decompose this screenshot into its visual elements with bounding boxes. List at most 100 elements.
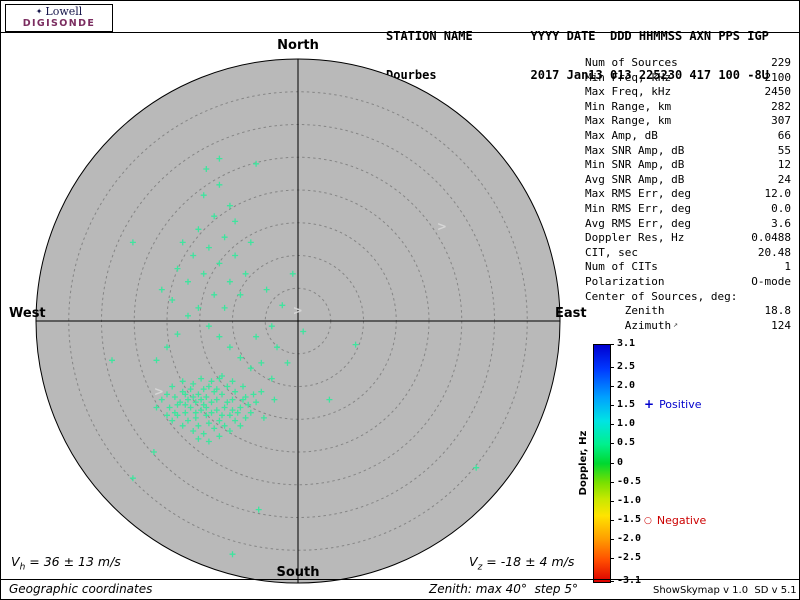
colorbar-tick — [611, 581, 614, 582]
stat-row: Avg RMS Err, deg 3.6 — [585, 217, 791, 232]
logo-top-row: ✦ Lowell — [36, 6, 83, 18]
vz-symbol: V — [469, 554, 478, 569]
stat-value: 18.8 — [764, 304, 792, 318]
stat-label: Doppler Res, Hz — [585, 231, 685, 245]
stat-label: Max RMS Err, deg — [585, 187, 691, 201]
stat-row: Doppler Res, Hz 0.0488 — [585, 231, 791, 246]
colorbar-tick — [611, 424, 614, 426]
gray-echo-mark: > — [154, 385, 164, 399]
stat-label: Center of Sources, deg: — [585, 289, 738, 303]
colorbar-tick-label: -3.1 — [617, 575, 642, 586]
stats-rows: Num of Sources 229 Min Freq, kHz 2100 Max Fr… — [585, 56, 791, 333]
stat-label: Zenith — [585, 304, 665, 318]
vz-value: = -18 ± 4 m/s — [482, 554, 575, 569]
footer-divider — [1, 579, 799, 580]
colorbar-tick — [611, 519, 614, 521]
colorbar-tick — [611, 500, 614, 502]
stat-label: Max Range, km — [585, 114, 672, 128]
stat-label: Avg SNR Amp, dB — [585, 172, 685, 186]
lowell-digisonde-logo: ✦ Lowell DIGISONDE — [5, 4, 113, 32]
circle-marker-icon: ○ — [644, 515, 652, 526]
logo-name: Lowell — [45, 5, 83, 18]
stat-label: Min Freq, kHz — [585, 70, 672, 84]
stat-value: 20.48 — [757, 245, 791, 259]
colorbar-tick-label: 1.0 — [617, 418, 636, 430]
stat-row: Polarization O-mode — [585, 275, 791, 290]
stat-row: Num of CITs 1 — [585, 260, 791, 275]
stat-value: 307 — [771, 114, 791, 128]
stat-label: Polarization — [585, 274, 665, 288]
compass-label-south: South — [276, 565, 320, 580]
stat-row: Num of Sources 229 — [585, 56, 791, 71]
stat-label: Max Amp, dB — [585, 128, 658, 142]
stat-row: Max RMS Err, deg 12.0 — [585, 187, 791, 202]
positive-legend-label: Positive — [659, 397, 702, 411]
stat-row: Min Freq, kHz 2100 — [585, 71, 791, 86]
vh-value: = 36 ± 13 m/s — [25, 554, 121, 569]
vz-velocity-label: Vz = -18 ± 4 m/s — [469, 554, 574, 573]
colorbar-tick — [611, 405, 614, 407]
colorbar-tick — [611, 558, 614, 560]
azimuth-direction-icon: ↗ — [673, 319, 678, 329]
diamond-logo-icon: ✦ — [35, 7, 43, 16]
stat-label: Num of Sources — [585, 56, 678, 69]
stat-value: 3.6 — [771, 216, 791, 230]
stat-value: 12 — [777, 158, 791, 172]
stat-value: 124 — [771, 318, 791, 332]
colorbar-tick-label: 0.5 — [617, 437, 636, 449]
stat-label: Azimuth ↗ — [585, 318, 678, 332]
colorbar-tick — [611, 366, 614, 368]
colorbar-tick-label: 2.0 — [617, 380, 636, 391]
negative-legend: ○ Negative — [644, 514, 706, 527]
stat-label: Min SNR Amp, dB — [585, 158, 685, 172]
stat-label: Max SNR Amp, dB — [585, 143, 685, 157]
stat-row: Azimuth ↗ 124 — [585, 319, 791, 334]
colorbar-tick — [611, 443, 614, 445]
colorbar-tick-label: -2.0 — [617, 533, 642, 544]
stat-value: 1 — [784, 260, 791, 274]
doppler-colorbar: Doppler, Hz 3.1 2.5 2.0 1.5 1.0 0.5 0 -0.5 -1.0 -… — [578, 338, 653, 586]
zenith-range-label: Zenith: max 40° step 5° — [429, 582, 578, 596]
colorbar-axis-label: Doppler, Hz — [578, 430, 589, 495]
logo-product-name: DIGISONDE — [22, 18, 96, 29]
gray-echo-marks: > > > — [154, 220, 447, 399]
colorbar-gradient — [593, 344, 611, 583]
stat-label: Avg RMS Err, deg — [585, 216, 691, 230]
doppler-sources-scatter — [109, 155, 480, 558]
plus-marker-icon: + — [644, 397, 655, 411]
compass-label-east: East — [555, 306, 587, 321]
colorbar-tick-label: 1.5 — [617, 399, 636, 411]
stat-label: CIT, sec — [585, 245, 638, 259]
stat-label: Min RMS Err, deg — [585, 201, 691, 215]
stat-value: 0.0 — [771, 201, 791, 215]
stat-row: Min SNR Amp, dB 12 — [585, 158, 791, 173]
stat-row: Max SNR Amp, dB 55 — [585, 144, 791, 159]
colorbar-tick-label: 0 — [617, 456, 624, 468]
compass-label-north: North — [277, 38, 319, 53]
stat-label: Num of CITs — [585, 260, 658, 274]
colorbar-tick — [611, 462, 614, 464]
stat-value: 12.0 — [764, 187, 792, 201]
skymap-plot: > > > — [35, 58, 561, 584]
gray-echo-mark: > — [437, 220, 447, 234]
colorbar-tick — [611, 539, 614, 540]
colorbar-tick-label: -2.5 — [617, 552, 642, 564]
colorbar-tick — [611, 386, 614, 387]
colorbar-tick-label: 2.5 — [617, 360, 636, 372]
colorbar-tick — [611, 344, 614, 345]
compass-label-west: West — [9, 306, 46, 321]
stat-value: 55 — [777, 143, 791, 157]
stat-value: O-mode — [751, 274, 791, 288]
vh-subscript: h — [19, 562, 26, 573]
stat-row: Min Range, km 282 — [585, 100, 791, 115]
stat-row: Max Freq, kHz 2450 — [585, 85, 791, 100]
gray-echo-mark: > — [293, 304, 303, 318]
stats-panel: Num of Sources 229 Min Freq, kHz 2100 Max Fr… — [585, 56, 791, 333]
stat-value: 66 — [777, 128, 791, 142]
stat-value: 229 — [771, 56, 791, 69]
stat-label: Min Range, km — [585, 99, 672, 113]
stat-value: 24 — [777, 172, 791, 186]
stat-row: Min RMS Err, deg 0.0 — [585, 202, 791, 217]
stat-row: Zenith 18.8 — [585, 304, 791, 319]
colorbar-tick-label: -1.5 — [617, 513, 642, 525]
